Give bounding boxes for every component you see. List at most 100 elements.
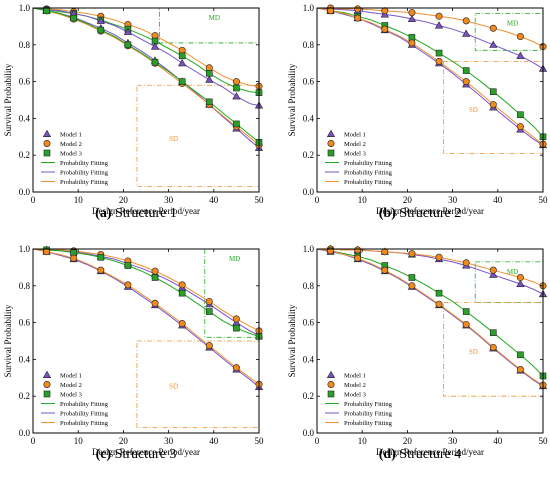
- data-point-circle: [205, 297, 213, 305]
- data-point-circle: [408, 39, 416, 47]
- y-tick-label: 0.0: [19, 428, 31, 438]
- y-tick-label: 0.2: [19, 150, 30, 160]
- data-point-triangle: [150, 42, 160, 50]
- x-tick-label: 50: [539, 436, 549, 446]
- y-tick-label: 0.0: [19, 187, 31, 197]
- y-tick-label: 0.6: [19, 77, 31, 87]
- y-tick-label: 0.8: [19, 281, 31, 291]
- data-point-circle: [381, 7, 389, 15]
- x-tick-label: 30: [448, 436, 458, 446]
- data-point-circle: [462, 78, 470, 86]
- data-point-circle: [178, 281, 186, 289]
- plot-frame: [316, 248, 544, 434]
- x-tick-label: 50: [539, 195, 549, 205]
- sd-region-label: SD: [169, 135, 178, 143]
- data-point-circle: [516, 366, 524, 374]
- x-tick-label: 0: [31, 436, 36, 446]
- data-point-triangle: [462, 29, 471, 37]
- data-point-circle: [516, 33, 524, 41]
- y-axis-label: Survival Probability: [287, 304, 297, 377]
- y-tick-label: 0.4: [19, 113, 31, 123]
- data-point-square: [70, 14, 77, 22]
- legend-entry: Probability Fitting: [60, 179, 109, 186]
- legend-marker-triangle: [326, 370, 336, 379]
- y-tick-label: 1.0: [303, 244, 315, 254]
- data-point-square: [233, 120, 240, 128]
- panel-caption: (c) Structure 3: [96, 447, 177, 462]
- panel-2: MD SD 0 10 20 30 40 50 0.0 0.2 0.4 0.6 0.8 1.0 Design …: [287, 3, 548, 221]
- legend-entry: Model 1: [60, 373, 82, 380]
- fitting-line-square: [32, 248, 260, 337]
- y-tick-label: 0.8: [303, 281, 315, 291]
- x-tick-label: 30: [164, 195, 174, 205]
- md-region-label: MD: [507, 268, 518, 276]
- data-point-circle: [408, 250, 416, 258]
- y-tick-label: 0.0: [303, 187, 315, 197]
- data-point-circle: [381, 266, 389, 274]
- data-point-circle: [516, 274, 524, 282]
- y-tick-label: 0.2: [303, 391, 314, 401]
- data-point-square: [151, 58, 159, 66]
- y-tick-label: 1.0: [19, 3, 31, 13]
- legend-entry: Model 2: [344, 382, 366, 389]
- legend-entry: Model 1: [344, 373, 366, 380]
- data-point-circle: [381, 248, 389, 256]
- legend-marker-circle: [43, 140, 51, 148]
- fitting-line-triangle: [32, 7, 260, 149]
- md-region-label: MD: [209, 14, 220, 22]
- legend-marker-circle: [327, 140, 335, 148]
- x-tick-label: 0: [315, 436, 320, 446]
- data-point-circle: [489, 343, 497, 351]
- data-point-circle: [70, 254, 78, 262]
- data-point-square: [97, 253, 105, 261]
- legend-entry: Model 1: [60, 132, 82, 139]
- sd-region-box: [443, 301, 544, 397]
- panel-caption: (b) Structure 2: [379, 206, 461, 221]
- legend-marker-triangle: [326, 129, 336, 137]
- caption-text: Structure 1: [112, 206, 177, 221]
- data-point-circle: [327, 7, 335, 15]
- legend-entry: Model 3: [344, 151, 366, 158]
- legend-entry: Probability Fitting: [60, 170, 109, 177]
- legend-entry: Probability Fitting: [344, 411, 393, 418]
- caption-label: (c): [96, 447, 112, 462]
- legend-entry: Probability Fitting: [344, 401, 393, 408]
- caption-label: (b): [379, 206, 396, 221]
- sd-region-label: SD: [469, 348, 478, 356]
- y-tick-label: 1.0: [19, 244, 31, 254]
- fitting-line-square: [32, 7, 260, 94]
- legend-entry: Probability Fitting: [344, 170, 393, 177]
- md-region-box: [474, 261, 544, 303]
- data-point-circle: [435, 300, 443, 308]
- panel-caption: (d) Structure 4: [379, 447, 461, 462]
- x-tick-label: 20: [119, 436, 129, 446]
- data-point-circle: [97, 266, 105, 274]
- x-tick-label: 40: [493, 436, 503, 446]
- data-point-square: [462, 67, 470, 74]
- y-tick-label: 0.4: [19, 354, 31, 364]
- data-point-square: [517, 351, 524, 359]
- y-tick-label: 0.2: [303, 150, 314, 160]
- data-point-square: [205, 98, 213, 106]
- legend-entry: Model 2: [60, 141, 82, 148]
- y-tick-label: 0.6: [303, 318, 315, 328]
- panel-4: MD SD 0 10 20 30 40 50 0.0 0.2 0.4 0.6 0.8 1.0 Design …: [287, 244, 548, 462]
- caption-label: (d): [379, 447, 396, 462]
- x-tick-label: 40: [209, 436, 219, 446]
- md-region-label: MD: [507, 20, 518, 28]
- data-point-circle: [151, 267, 159, 275]
- data-point-triangle: [178, 58, 187, 67]
- x-axis-label: Design Reference Period/year: [376, 206, 484, 216]
- data-point-circle: [381, 25, 389, 33]
- fitting-line-circle: [316, 7, 544, 145]
- legend-marker-triangle: [42, 129, 52, 137]
- data-point-circle: [462, 320, 470, 328]
- legend-entry: Model 2: [60, 382, 82, 389]
- data-point-circle: [408, 9, 416, 17]
- sd-region-label: SD: [169, 383, 178, 391]
- data-point-square: [178, 289, 186, 297]
- x-tick-label: 0: [315, 195, 320, 205]
- legend-entry: Model 1: [344, 132, 366, 139]
- data-point-circle: [408, 282, 416, 290]
- data-point-triangle: [123, 27, 133, 35]
